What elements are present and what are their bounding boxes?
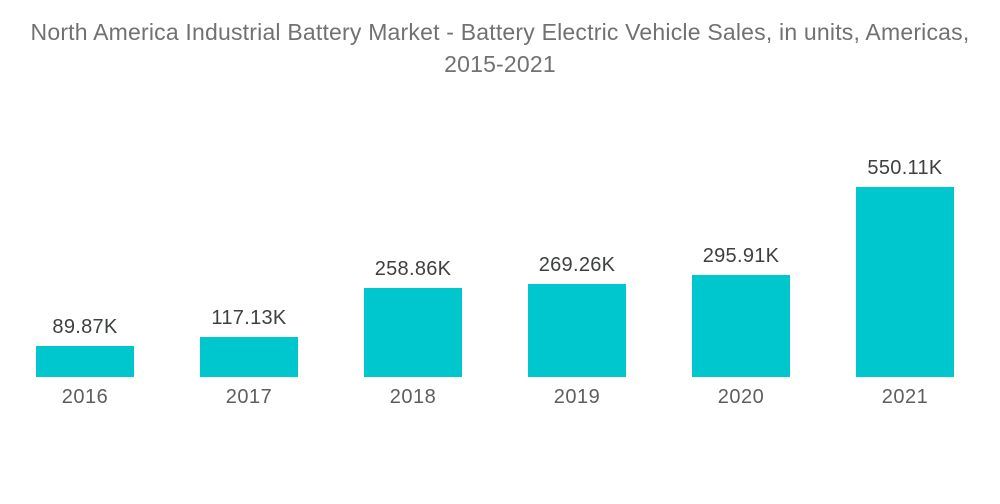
bar-value-label: 258.86K (374, 257, 452, 280)
bar-value-label: 117.13K (211, 306, 287, 329)
x-axis-category-label: 2019 (553, 386, 601, 409)
bar[interactable] (364, 287, 462, 378)
bar-column: 117.13K 2017 (200, 157, 298, 410)
bar-column: 550.11K 2021 (856, 157, 954, 410)
bar-value-label: 550.11K (867, 157, 943, 180)
x-axis-category-label: 2017 (225, 386, 273, 409)
x-axis-category-label: 2018 (389, 386, 437, 409)
bar[interactable] (856, 187, 954, 378)
x-axis-category-label: 2020 (717, 386, 765, 409)
chart-title: North America Industrial Battery Market … (30, 19, 970, 78)
bar-column: 89.87K 2016 (36, 157, 134, 410)
bar-column: 258.86K 2018 (364, 157, 462, 410)
bar-value-label: 269.26K (538, 254, 616, 277)
bar[interactable] (36, 346, 134, 378)
x-axis-category-label: 2021 (881, 386, 929, 409)
bar[interactable] (692, 275, 790, 378)
x-axis-category-label: 2016 (61, 386, 109, 409)
bar-column: 295.91K 2020 (692, 157, 790, 410)
plot-area: 89.87K 2016 117.13K 2017 258.86K 2018 269.26K 2… (36, 157, 954, 410)
bar-value-label: 89.87K (52, 316, 118, 339)
bar[interactable] (200, 336, 298, 378)
bar-column: 269.26K 2019 (528, 157, 626, 410)
bar[interactable] (528, 284, 626, 378)
bar-value-label: 295.91K (702, 245, 780, 268)
